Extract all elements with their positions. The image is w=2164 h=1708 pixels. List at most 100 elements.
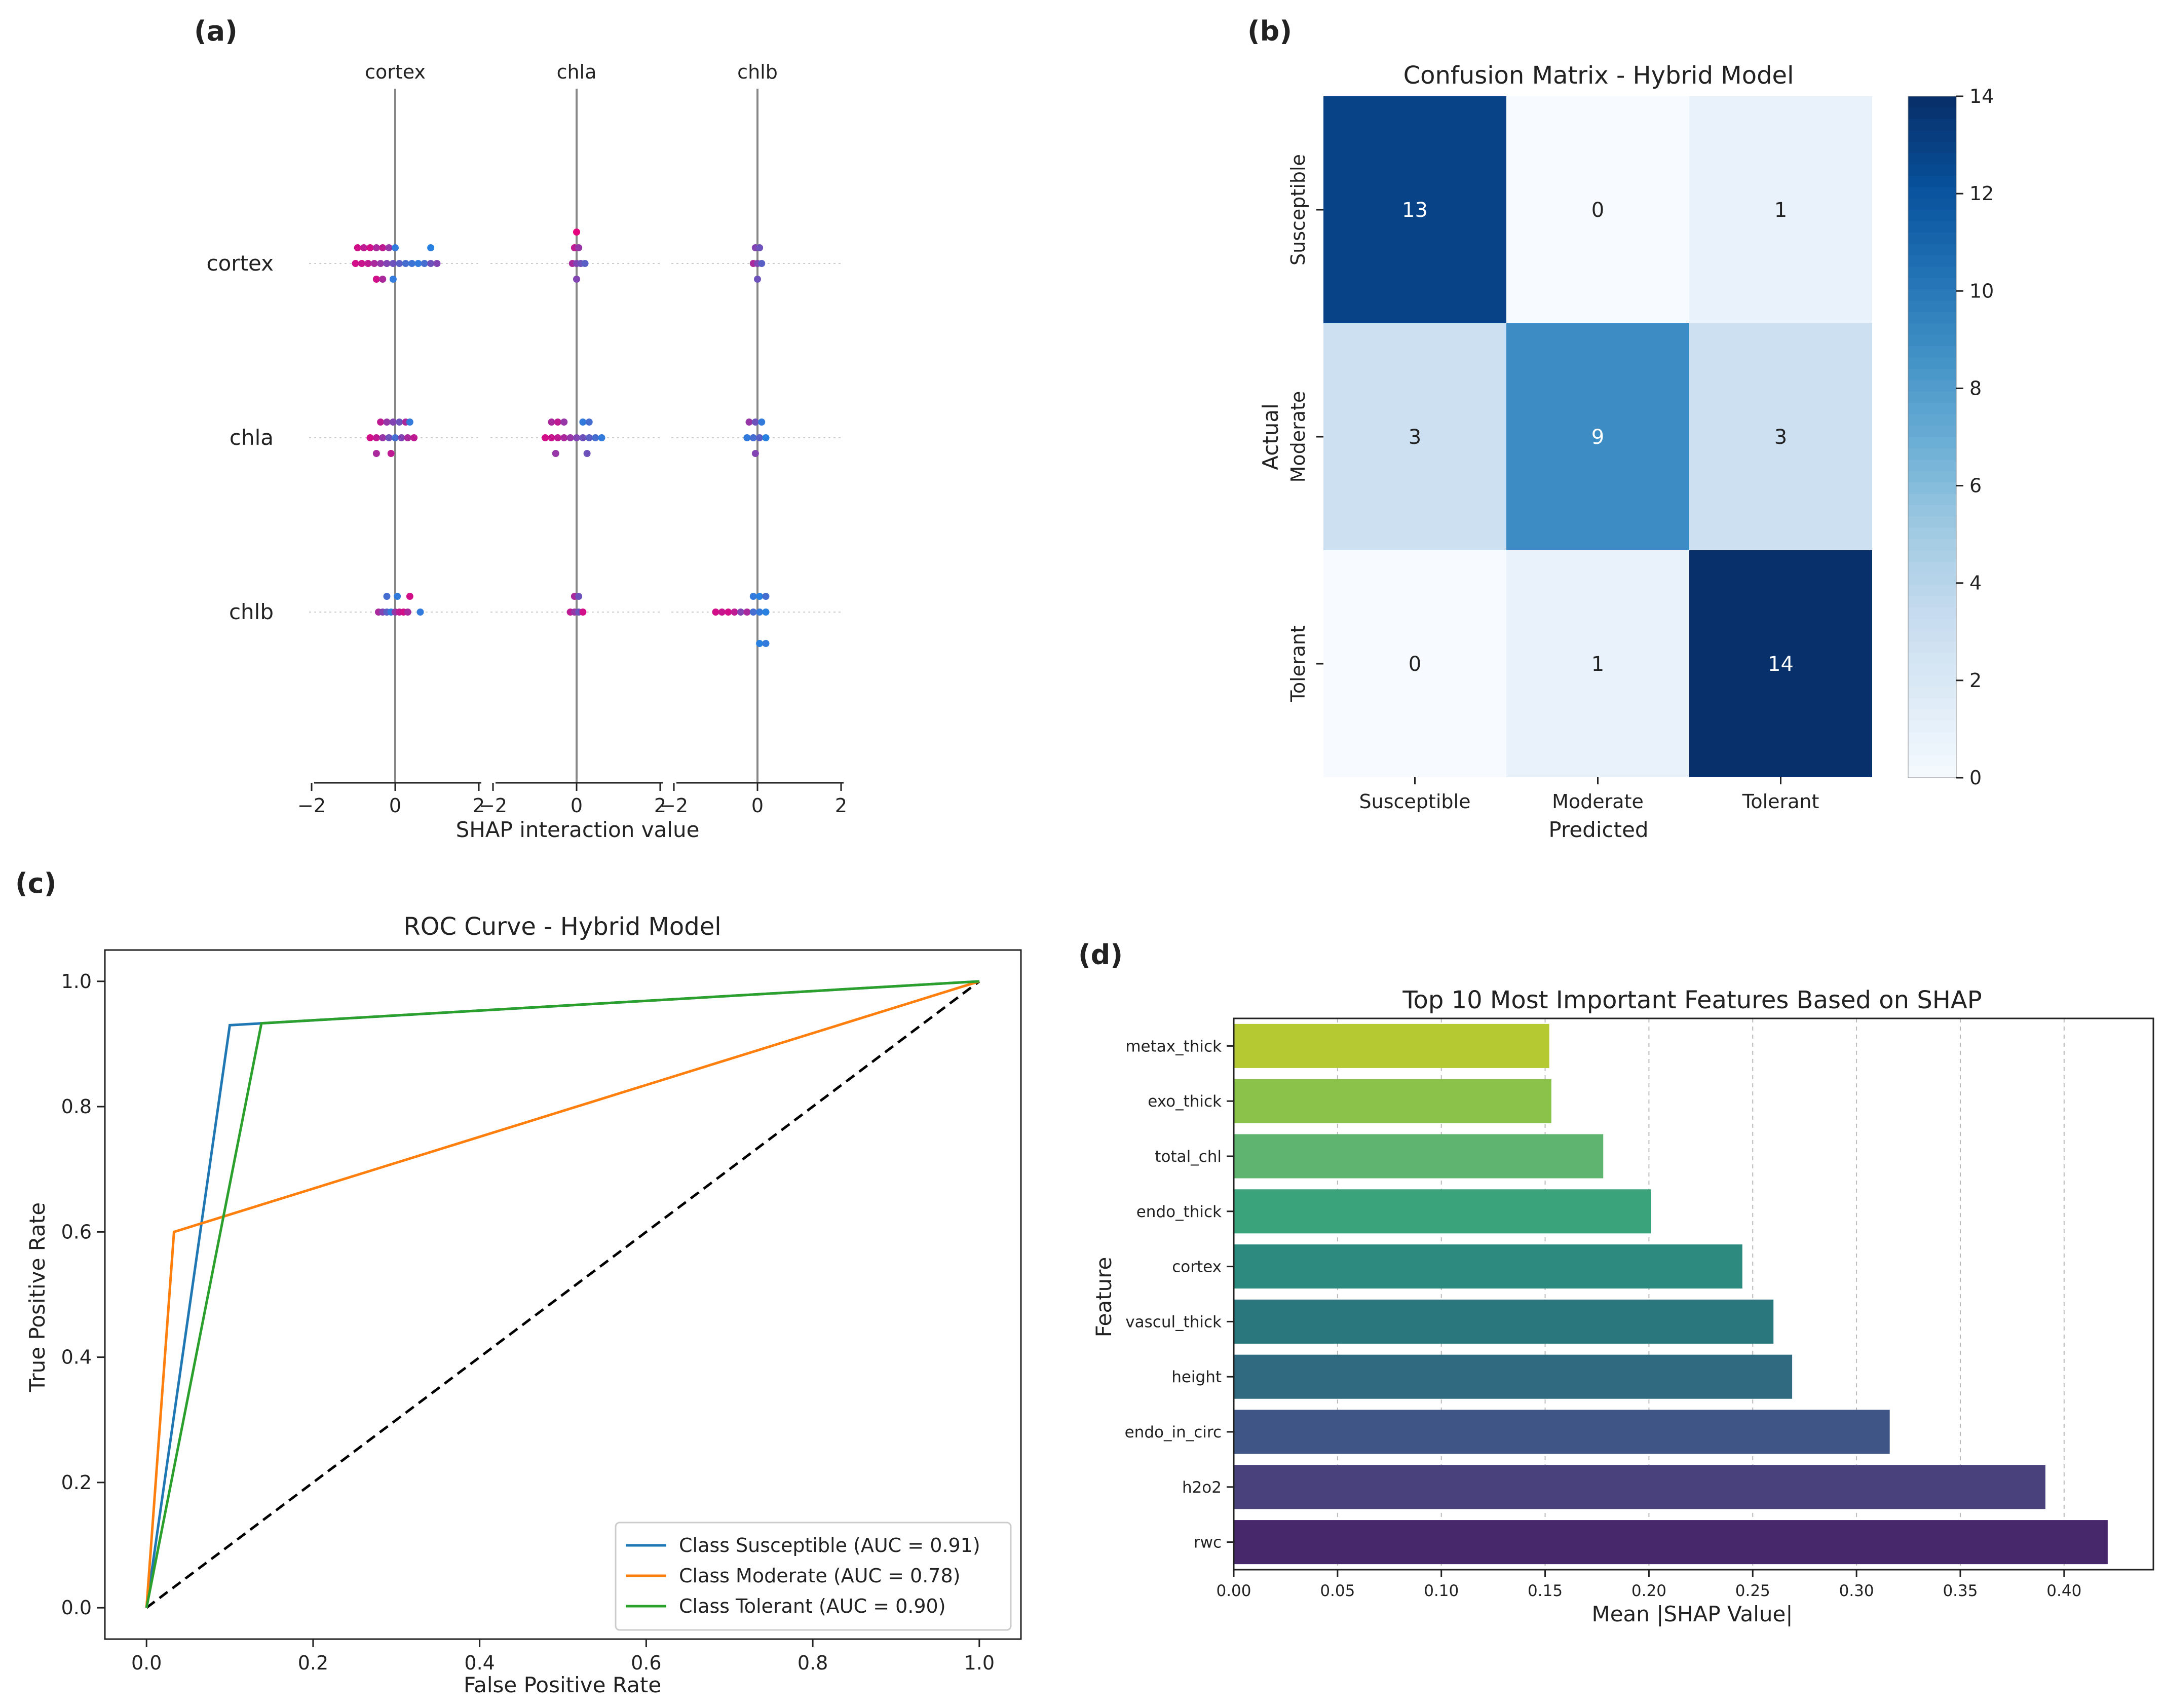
panel-a-dot <box>392 244 399 251</box>
panel-a-tick-label: 2 <box>835 794 847 817</box>
panel-a-dot <box>583 450 591 457</box>
panel-c-frame <box>104 949 1022 1640</box>
feature-label: cortex <box>1172 1258 1222 1276</box>
panel-c-title: ROC Curve - Hybrid Model <box>403 913 721 941</box>
colorbar-tick-label: 8 <box>1969 377 1982 399</box>
panel-d-x-tick-label: 0.40 <box>2046 1582 2081 1600</box>
confusion-cell <box>1689 96 1872 323</box>
colorbar-segment <box>1908 448 1956 461</box>
panel-a-dot <box>749 593 757 600</box>
confusion-cell-value: 0 <box>1409 653 1421 676</box>
panel-a-dot <box>406 419 413 426</box>
colorbar-segment <box>1908 619 1956 631</box>
panel-a-dot <box>579 419 587 426</box>
panel-a-dot <box>756 244 764 251</box>
roc-legend-label: Class Susceptible (AUC = 0.91) <box>679 1534 980 1557</box>
panel-d-title: Top 10 Most Important Features Based on … <box>1402 986 1982 1014</box>
colorbar-segment <box>1908 630 1956 642</box>
panel-a-dot <box>762 609 770 616</box>
colorbar-segment <box>1908 641 1956 654</box>
colorbar-segment <box>1908 414 1956 427</box>
colorbar-segment <box>1908 426 1956 438</box>
colorbar-segment <box>1908 494 1956 506</box>
colorbar-tick-label: 2 <box>1969 669 1982 692</box>
colorbar-segment <box>1908 119 1956 131</box>
panel-a-dot <box>737 609 744 616</box>
panel-a-dot <box>396 419 403 426</box>
panel-a-dot <box>758 260 766 267</box>
colorbar-segment <box>1908 346 1956 358</box>
colorbar-segment <box>1908 664 1956 676</box>
colorbar-segment <box>1908 369 1956 381</box>
confusion-cell-value: 1 <box>1591 653 1604 676</box>
confusion-cell <box>1506 323 1689 550</box>
panel-a-dot <box>416 609 424 616</box>
panel-d-x-tick-label: 0.35 <box>1943 1582 1978 1600</box>
panel-a-dot <box>751 450 759 457</box>
panel-a-dot <box>552 450 559 457</box>
panel-a-dot <box>554 434 561 441</box>
panel-d-x-tick-label: 0.10 <box>1424 1582 1459 1600</box>
confusion-cell-value: 0 <box>1591 199 1604 222</box>
colorbar-segment <box>1908 562 1956 574</box>
roc-curve-panel: ROC Curve - Hybrid Model False Positive … <box>25 913 1022 1697</box>
panel-a-dot <box>712 609 719 616</box>
panel-a-dot <box>762 593 770 600</box>
colorbar-segment <box>1908 584 1956 597</box>
panel-a-dot <box>392 434 399 441</box>
panel-a-dot <box>364 260 372 267</box>
colorbar-tick-label: 0 <box>1969 767 1982 789</box>
panel-a-dot <box>383 260 391 267</box>
colorbar-segment <box>1908 675 1956 688</box>
panel-a-dot <box>383 419 391 426</box>
colorbar-segment <box>1908 720 1956 733</box>
panel-a-tick-label: 0 <box>751 794 764 817</box>
panel-a-dot <box>389 276 397 283</box>
colorbar-segment <box>1908 221 1956 233</box>
panel-a-dot <box>749 609 757 616</box>
panel-a-row-label: chlb <box>229 599 274 624</box>
feature-bar <box>1234 1354 1793 1399</box>
panel-a-dot <box>366 434 374 441</box>
feature-label: rwc <box>1194 1534 1222 1552</box>
confusion-cell-value: 3 <box>1774 426 1787 449</box>
colorbar-segment <box>1908 255 1956 268</box>
panel-c-y-tick-label: 1.0 <box>61 970 92 993</box>
colorbar-segment <box>1908 357 1956 369</box>
colorbar-segment <box>1908 698 1956 710</box>
panel-a-dot <box>542 434 549 441</box>
colorbar-segment <box>1908 460 1956 472</box>
feature-bar <box>1234 1134 1604 1179</box>
colorbar-segment <box>1908 334 1956 347</box>
feature-bar <box>1234 1520 2108 1565</box>
panel-c-x-tick-label: 0.2 <box>298 1652 328 1674</box>
panel-a-dot <box>410 434 418 441</box>
panel-a-dot <box>581 260 589 267</box>
confusion-cell <box>1689 323 1872 550</box>
confusion-cell-value: 3 <box>1409 426 1421 449</box>
panel-a-dot <box>749 434 757 441</box>
roc-diagonal-line <box>145 980 980 1609</box>
panel-a-dot <box>377 419 385 426</box>
colorbar-segment <box>1908 141 1956 154</box>
roc-legend-label: Class Moderate (AUC = 0.78) <box>679 1565 960 1587</box>
panel-a-tick-label: 2 <box>654 794 666 817</box>
roc-legend-label: Class Tolerant (AUC = 0.90) <box>679 1595 946 1617</box>
confusion-cell-value: 9 <box>1591 426 1604 449</box>
panel-a-dot <box>579 434 587 441</box>
panel-a-dot <box>762 434 770 441</box>
panel-d-xlabel: Mean |SHAP Value| <box>1591 1602 1793 1626</box>
panel-a-dot <box>421 260 428 267</box>
feature-label: height <box>1171 1368 1222 1386</box>
panel-a-dot <box>370 260 378 267</box>
panel-c-x-tick-label: 1.0 <box>964 1652 995 1674</box>
panel-b-x-tick-label: Tolerant <box>1742 790 1819 813</box>
colorbar-segment <box>1908 323 1956 335</box>
panel-a-dot <box>408 260 415 267</box>
colorbar-segment <box>1908 130 1956 142</box>
panel-a-dot <box>560 419 568 426</box>
panel-a-dot <box>592 434 599 441</box>
feature-bar <box>1234 1410 1890 1454</box>
panel-a-dot <box>573 276 580 283</box>
